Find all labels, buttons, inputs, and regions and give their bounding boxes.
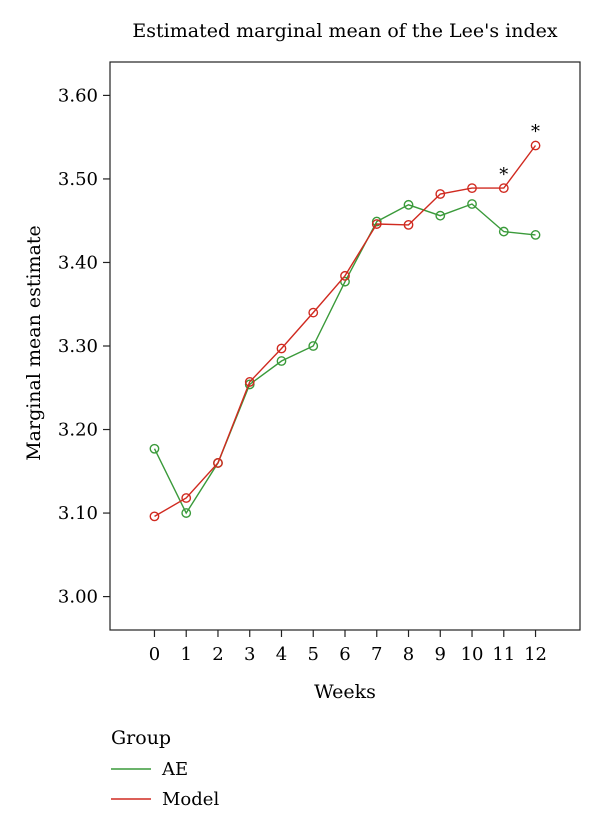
x-tick-label: 7	[371, 644, 382, 665]
x-tick-label: 6	[339, 644, 350, 665]
data-point-model	[340, 270, 350, 281]
data-point-ae	[276, 356, 287, 366]
data-point-model	[403, 219, 414, 230]
data-point-model	[308, 307, 319, 318]
significance-marker: *	[499, 164, 508, 185]
data-point-ae	[498, 226, 509, 237]
data-point-ae	[435, 210, 446, 221]
data-point-model	[530, 140, 541, 151]
x-tick-label: 10	[461, 644, 484, 665]
chart-title: Estimated marginal mean of the Lee's ind…	[132, 20, 557, 42]
significance-marker: *	[531, 122, 540, 143]
data-point-model	[498, 183, 509, 194]
x-tick-label: 5	[308, 644, 319, 665]
x-tick-label: 1	[180, 644, 191, 665]
x-tick-label: 9	[435, 644, 446, 665]
x-tick-label: 0	[149, 644, 160, 665]
legend: Group AE Model	[111, 727, 219, 810]
data-point-model	[435, 189, 446, 199]
x-tick-label: 3	[244, 644, 255, 665]
x-tick-label: 12	[524, 644, 547, 665]
y-tick-label: 3.10	[58, 503, 98, 524]
legend-title: Group	[111, 727, 171, 749]
x-tick-label: 8	[403, 644, 414, 665]
data-point-ae	[181, 508, 192, 518]
data-point-ae	[149, 443, 160, 454]
x-axis-label: Weeks	[314, 681, 376, 703]
legend-label-ae: AE	[161, 759, 188, 780]
data-point-model	[149, 511, 160, 522]
plot-area: 3.003.103.203.303.403.503.600 1 2 3 4 5 6 7 8 9 10…	[58, 61, 581, 665]
y-axis-label: Marginal mean estimate	[23, 225, 45, 461]
x-tick-label: 2	[212, 644, 223, 665]
data-point-model	[244, 377, 255, 387]
series-line-ae	[153, 203, 536, 515]
y-tick-label: 3.60	[58, 85, 98, 106]
legend-label-model: Model	[162, 789, 219, 810]
y-tick-label: 3.30	[58, 336, 98, 357]
data-point-model	[467, 183, 477, 194]
data-point-model	[213, 458, 223, 468]
data-point-model	[371, 219, 382, 229]
y-tick-label: 3.50	[58, 169, 98, 190]
x-tick-label: 11	[492, 644, 515, 665]
x-tick-label: 4	[276, 644, 287, 665]
data-point-model	[181, 493, 192, 503]
series-line-model	[154, 145, 537, 518]
data-point-model	[276, 343, 287, 354]
data-point-ae	[403, 199, 414, 210]
y-tick-label: 3.00	[58, 587, 98, 608]
data-point-ae	[467, 199, 477, 209]
y-tick-label: 3.40	[58, 252, 98, 273]
data-point-ae	[530, 230, 541, 240]
data-point-ae	[308, 341, 319, 351]
plot-frame	[109, 61, 581, 631]
y-tick-label: 3.20	[58, 420, 98, 441]
